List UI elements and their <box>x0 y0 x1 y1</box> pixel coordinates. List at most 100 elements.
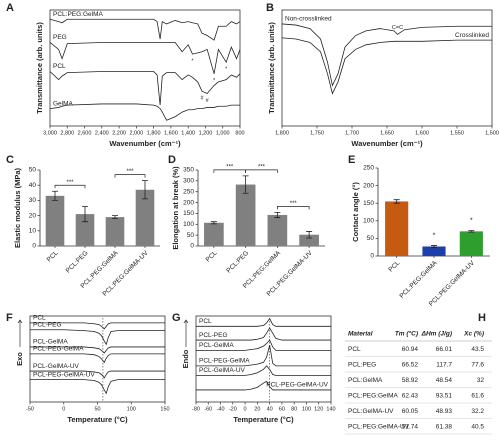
x-tick-label: PCL:PEG:GelMA <box>398 259 439 300</box>
table-cell: 48.93 <box>436 408 453 415</box>
series-label: PCL-GelMA <box>33 339 68 346</box>
y-tick-label: 10 <box>29 228 37 235</box>
table-cell: 77.6 <box>471 362 484 369</box>
significance-mark: * <box>470 217 473 224</box>
spectrum-line <box>281 23 492 87</box>
significance-label: *** <box>226 164 234 170</box>
table-cell: 40.5 <box>471 424 484 431</box>
x-tick-label: 120 <box>314 406 323 412</box>
spectrum-line <box>196 380 331 391</box>
bar <box>45 195 65 246</box>
spectrum-line <box>49 71 241 106</box>
series-label: PCL-PEG-GelMA-UV <box>33 371 95 378</box>
spectrum-line <box>196 327 331 341</box>
annotation: C=C <box>392 25 403 31</box>
series-label: PCL <box>33 315 46 322</box>
panel-label: B <box>266 2 274 14</box>
series-label: PCL:PEG:GelMA <box>53 11 104 18</box>
spectrum-line <box>49 18 241 41</box>
x-tick-label: PCL <box>46 249 60 263</box>
spectrum-line <box>196 339 331 351</box>
significance-bracket <box>54 184 86 189</box>
panel-label: H <box>478 312 486 324</box>
x-tick-label: 20 <box>254 406 260 412</box>
y-tick-label: 50 <box>29 167 37 174</box>
bar <box>422 246 446 256</box>
plot-frame <box>281 9 493 127</box>
x-axis-label: Temperature (°C) <box>67 415 128 424</box>
x-tick-label: 1,550 <box>450 130 464 136</box>
x-tick-label: 1,700 <box>345 130 359 136</box>
bar <box>459 231 483 256</box>
error-bar <box>52 190 58 201</box>
direction-arrow <box>17 319 23 347</box>
y-tick-label: 50 <box>187 232 195 239</box>
x-axis-label: Wavenumber (cm⁻¹) <box>351 139 423 148</box>
spectrum-line <box>196 365 331 376</box>
x-tick-label: 1,750 <box>310 130 324 136</box>
table-header: Material <box>348 331 373 338</box>
series-label: PCL-PEG-GelMA-UV <box>266 382 328 389</box>
x-tick-label: 1,650 <box>380 130 394 136</box>
spectrum-line <box>281 37 492 95</box>
x-tick-label: PCL <box>387 259 401 273</box>
table-cell: 66.01 <box>436 346 453 353</box>
significance-label: *** <box>126 169 134 175</box>
panel-label: D <box>168 154 176 166</box>
x-tick-label: 1,400 <box>181 130 195 136</box>
x-tick-label: 100 <box>302 406 311 412</box>
significance-bracket <box>114 174 146 178</box>
panel-label: G <box>172 312 181 324</box>
annotation: # <box>200 96 204 102</box>
x-axis-label: Wavenumber (cm⁻¹) <box>109 139 181 148</box>
x-tick-label: 1,600 <box>415 130 429 136</box>
annotation: * <box>213 78 216 84</box>
y-tick-label: 200 <box>183 199 194 206</box>
y-axis-label: Transmittance (arb. units) <box>267 22 276 114</box>
y-tick-label: 200 <box>363 182 374 189</box>
x-tick-label: 0 <box>244 406 247 412</box>
series-label: PCL <box>53 63 66 70</box>
x-tick-label: -80 <box>192 406 200 412</box>
table-cell: 43.5 <box>471 346 484 353</box>
y-tick-label: 30 <box>29 197 37 204</box>
table-cell: 61.38 <box>436 424 453 431</box>
x-tick-label: 1,000 <box>216 130 230 136</box>
spectrum-line <box>30 329 165 346</box>
x-tick-label: 80 <box>291 406 297 412</box>
table-cell: PCL:PEG:GelMA <box>348 393 399 400</box>
table-cell: 32.2 <box>471 408 484 415</box>
y-tick-label: 100 <box>363 218 374 225</box>
x-tick-label: PCL <box>205 249 219 263</box>
table-cell: 60.05 <box>402 408 419 415</box>
x-tick-label: PCL:PEG <box>225 250 250 275</box>
panel-label: A <box>6 2 14 14</box>
series-label: PCL-PEG <box>199 332 228 339</box>
x-axis-label: Temperature (°C) <box>233 415 294 424</box>
annotation: # <box>206 98 210 104</box>
direction-arrow <box>183 319 189 347</box>
error-bar <box>431 245 437 248</box>
table-cell: 62.43 <box>402 393 419 400</box>
error-bar <box>82 206 88 223</box>
y-tick-label: 0 <box>190 243 194 250</box>
table-cell: 66.52 <box>402 362 419 369</box>
y-tick-label: 40 <box>29 182 37 189</box>
y-axis-label: Contact angle (°) <box>351 182 360 242</box>
series-label: PCL-GelMA <box>199 342 234 349</box>
y-tick-label: 100 <box>183 221 194 228</box>
table-cell: PCL:PEG:GelMA-UV <box>348 424 410 431</box>
x-tick-label: 50 <box>94 406 100 412</box>
plot-frame <box>29 315 166 403</box>
x-tick-label: 140 <box>326 406 335 412</box>
x-tick-label: -50 <box>26 406 34 412</box>
series-label: PCL-PEG <box>33 321 62 328</box>
y-axis-label: Elongation at break (%) <box>171 166 180 250</box>
spectrum-line <box>49 42 241 74</box>
series-label: PCL <box>199 318 212 325</box>
error-bar <box>242 175 249 194</box>
table-header: Xc (%) <box>463 331 484 338</box>
annotation: * <box>191 58 194 64</box>
panel-label: F <box>6 312 13 324</box>
